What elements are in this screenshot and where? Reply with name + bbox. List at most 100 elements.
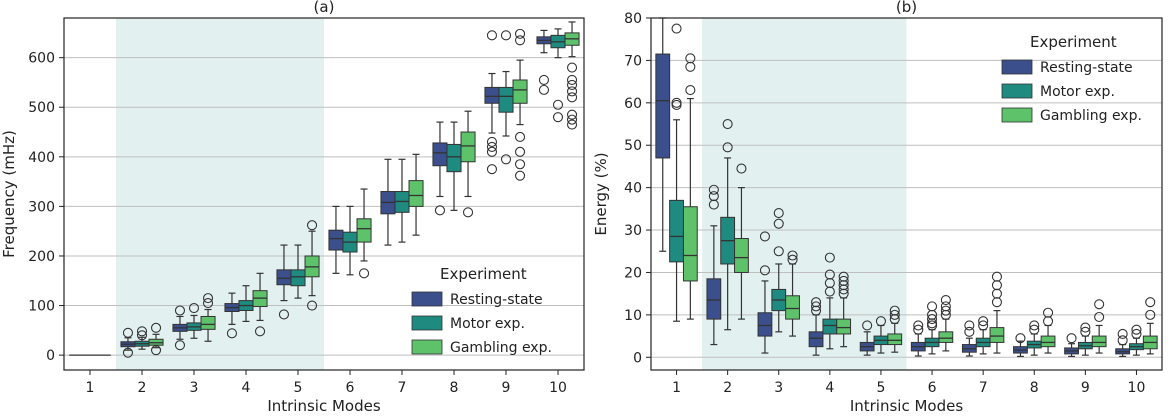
x-axis-label: Intrinsic Modes xyxy=(267,397,381,414)
outlier-point xyxy=(978,316,989,327)
outlier-point xyxy=(358,268,370,279)
outlier-point xyxy=(991,288,1002,299)
legend-swatch-gambling xyxy=(1001,107,1033,123)
outlier-point xyxy=(671,97,682,108)
box-iqr xyxy=(460,131,476,163)
outlier-point xyxy=(514,159,526,170)
box-gambling-mode-3 xyxy=(200,293,216,342)
y-tick-label: 200 xyxy=(28,249,55,265)
outlier-point xyxy=(875,316,887,327)
box-motor-mode-10 xyxy=(550,28,566,123)
outlier-point xyxy=(964,320,975,331)
outlier-point xyxy=(514,131,526,143)
box-iqr xyxy=(484,86,500,104)
outlier-point xyxy=(1029,324,1040,335)
box-motor-mode-2 xyxy=(134,326,150,350)
box-iqr xyxy=(669,199,684,263)
outlier-point xyxy=(811,301,822,312)
box-resting-mode-9 xyxy=(484,30,500,175)
y-tick-label: 20 xyxy=(624,265,642,281)
outlier-point xyxy=(552,99,564,110)
outlier-point xyxy=(991,297,1002,308)
box-iqr xyxy=(682,206,698,282)
outlier-point xyxy=(736,163,747,174)
outlier-point xyxy=(759,265,771,276)
box-iqr xyxy=(498,86,514,113)
outlier-point xyxy=(1042,307,1054,318)
box-motor-mode-6 xyxy=(924,301,940,355)
outlier-point xyxy=(824,252,835,263)
box-gambling-mode-7 xyxy=(989,271,1005,354)
axes-frame xyxy=(650,17,1163,371)
box-motor-mode-2 xyxy=(720,118,736,331)
x-tick-label: 2 xyxy=(723,380,732,396)
outlier-point xyxy=(708,191,719,202)
outlier-point xyxy=(940,294,951,306)
legend-swatch-gambling xyxy=(411,339,443,355)
box-iqr xyxy=(328,229,344,251)
box-motor-mode-8 xyxy=(446,121,462,211)
outlier-point xyxy=(514,28,526,39)
box-motor-mode-5 xyxy=(290,244,306,299)
box-iqr xyxy=(822,318,838,335)
box-resting-mode-10 xyxy=(1115,328,1131,358)
box-motor-mode-9 xyxy=(498,30,514,165)
box-iqr xyxy=(757,312,773,337)
outlier-point xyxy=(1117,328,1128,340)
box-resting-mode-7 xyxy=(961,320,977,357)
outlier-point xyxy=(566,62,578,73)
outlier-point xyxy=(538,74,550,86)
box-gambling-mode-9 xyxy=(1091,299,1107,354)
outlier-point xyxy=(1015,333,1026,344)
y-tick-label: 30 xyxy=(624,223,642,239)
box-resting-mode-3 xyxy=(757,231,773,354)
box-iqr xyxy=(276,269,292,286)
x-tick-label: 5 xyxy=(876,380,885,396)
outlier-point xyxy=(671,99,682,110)
legend-swatch-resting xyxy=(1001,59,1033,75)
outlier-point xyxy=(1131,328,1142,340)
outlier-point xyxy=(566,92,578,103)
legend-label-gambling: Gambling exp. xyxy=(450,340,552,356)
panel-b-energy: 0 10 20 30 40 50 60 70 80 1 2 3 4 5 6 7 8 9 10 (b) Intrinsic… xyxy=(592,0,1163,415)
legend-swatch-motor xyxy=(411,315,443,331)
shaded-region xyxy=(116,18,324,370)
box-motor-mode-7 xyxy=(975,316,991,355)
box-resting-mode-8 xyxy=(432,121,448,216)
outlier-point xyxy=(773,208,784,219)
box-iqr xyxy=(1040,335,1056,348)
box-iqr xyxy=(408,180,424,207)
outlier-point xyxy=(759,231,771,242)
outlier-point xyxy=(913,324,924,335)
outlier-point xyxy=(486,146,498,157)
legend-swatch-motor xyxy=(1001,83,1033,99)
box-iqr xyxy=(1091,335,1107,348)
box-gambling-mode-6 xyxy=(938,294,954,352)
box-motor-mode-4 xyxy=(822,252,838,350)
legend: Experiment Resting-state Motor exp. Gamblin… xyxy=(411,265,552,356)
outlier-point xyxy=(1094,299,1105,310)
box-resting-mode-5 xyxy=(859,320,875,356)
outlier-point xyxy=(174,305,186,316)
outlier-point xyxy=(787,250,798,261)
outlier-point xyxy=(174,340,186,351)
box-gambling-mode-10 xyxy=(564,21,580,130)
outlier-point xyxy=(685,85,696,96)
outlier-point xyxy=(926,314,938,325)
outlier-point xyxy=(889,305,900,316)
outlier-point xyxy=(538,84,550,95)
box-resting-mode-7 xyxy=(380,158,396,246)
axes-frame xyxy=(63,17,585,371)
x-tick-label: 1 xyxy=(672,380,681,396)
outlier-point xyxy=(1042,316,1054,327)
outlier-point xyxy=(773,218,784,229)
box-gambling-mode-1 xyxy=(682,53,698,320)
x-tick-label: 3 xyxy=(190,380,199,396)
x-tick-label: 5 xyxy=(294,380,303,396)
outlier-point xyxy=(1029,320,1040,331)
y-tick-label: 50 xyxy=(624,138,642,154)
x-tick-label: 6 xyxy=(928,380,937,396)
box-resting-mode-5 xyxy=(276,244,292,320)
box-motor-mode-6 xyxy=(342,205,358,276)
outlier-point xyxy=(1117,335,1128,346)
